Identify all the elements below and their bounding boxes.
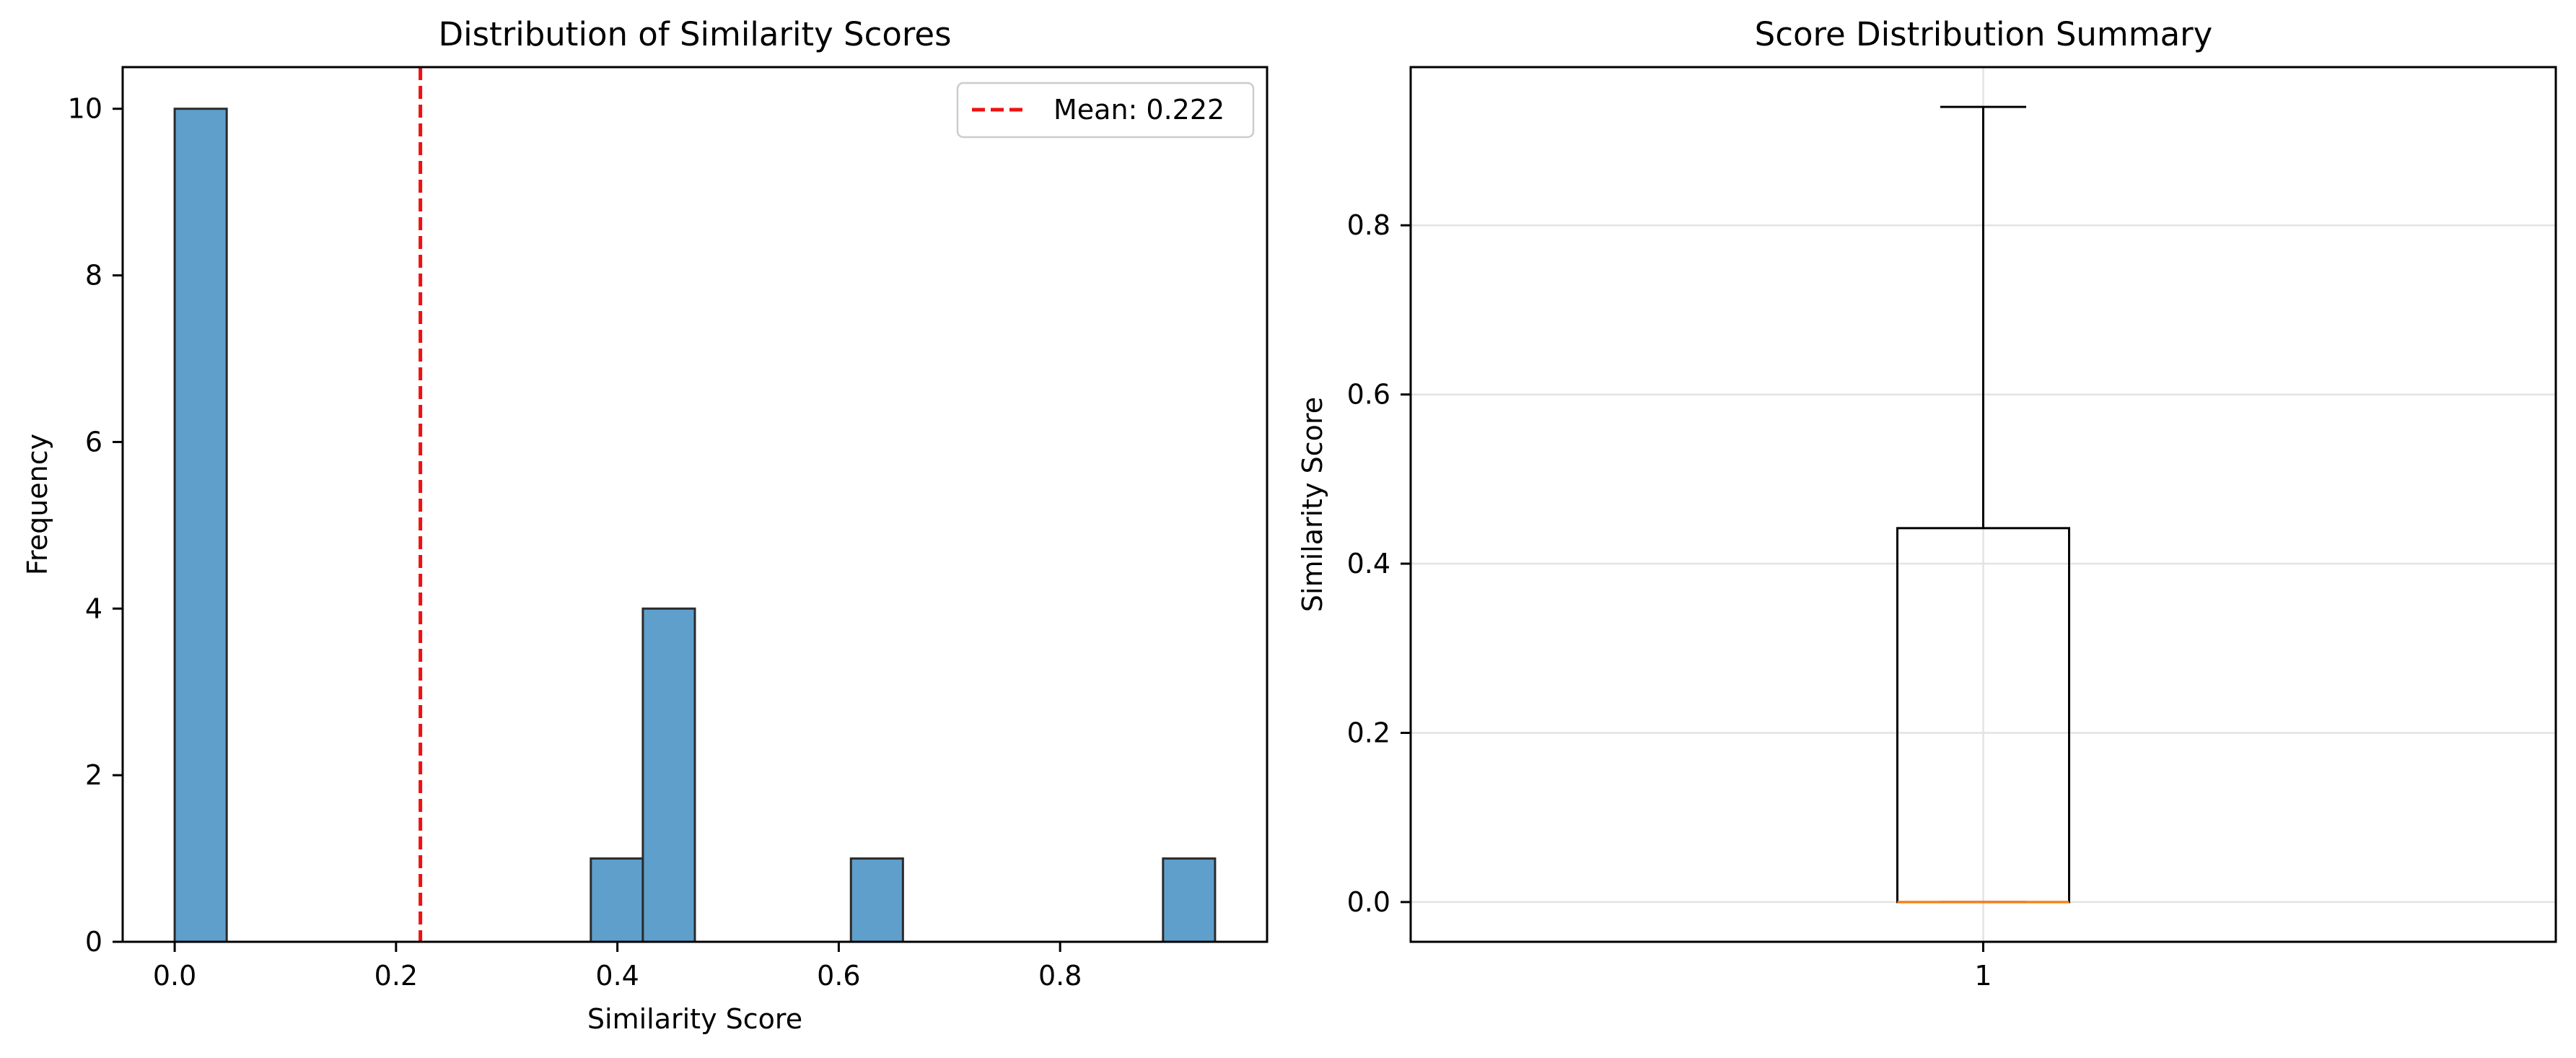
legend-box — [956, 82, 1255, 139]
histogram-bar — [1162, 857, 1217, 943]
histogram-plot-frame — [121, 66, 1269, 943]
histogram-y-tick-label: 4 — [85, 593, 102, 624]
histogram-x-tick-label: 0.4 — [595, 960, 639, 992]
histogram-bar — [173, 108, 228, 943]
histogram-x-tick-label: 0.2 — [374, 960, 418, 992]
boxplot-y-axis-label: Similarity Score — [1297, 397, 1328, 612]
histogram-bar — [641, 607, 696, 943]
histogram-x-tick-label: 0.8 — [1038, 960, 1082, 992]
boxplot-y-tick-label: 0.6 — [1347, 379, 1390, 411]
histogram-y-axis-label: Frequency — [22, 434, 53, 575]
histogram-bar — [849, 857, 904, 943]
histogram-y-tick-label: 10 — [68, 93, 102, 125]
legend-mean-label: Mean: 0.222 — [1053, 94, 1225, 126]
histogram-x-tick-label: 0.6 — [817, 960, 860, 992]
boxplot-y-tick-label: 0.4 — [1347, 548, 1390, 580]
legend: Mean: 0.222 — [956, 82, 1255, 139]
histogram-y-tick-label: 0 — [85, 926, 102, 958]
boxplot-y-tick-label: 0.2 — [1347, 717, 1390, 748]
histogram-x-tick-label: 0.0 — [153, 960, 196, 992]
histogram-panel: Distribution of Similarity Scores 0.0 0.2… — [22, 15, 1269, 1035]
boxplot-panel: Score Distribution Summary 1 0.0 0.2 0.4 0.… — [1297, 15, 2557, 992]
histogram-title: Distribution of Similarity Scores — [438, 15, 951, 53]
histogram-y-tick-label: 6 — [85, 426, 102, 458]
boxplot-title: Score Distribution Summary — [1755, 15, 2213, 53]
boxplot-x-tick-label: 1 — [1974, 960, 1992, 992]
boxplot-y-tick-label: 0.0 — [1347, 886, 1390, 918]
histogram-x-axis-label: Similarity Score — [587, 1003, 802, 1035]
histogram-bar — [590, 857, 644, 943]
histogram-y-tick-label: 8 — [85, 260, 102, 292]
boxplot-y-tick-label: 0.8 — [1347, 209, 1390, 241]
histogram-y-tick-label: 2 — [85, 759, 102, 791]
